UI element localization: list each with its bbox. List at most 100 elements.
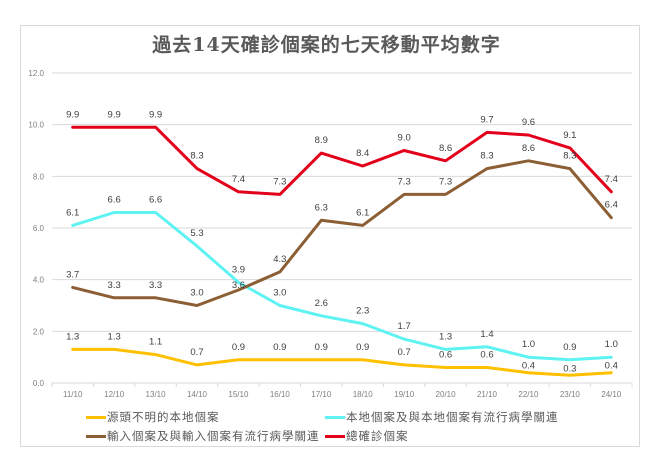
y-tick-label: 6.0	[33, 224, 45, 233]
data-label: 0.3	[563, 363, 576, 374]
data-label: 9.6	[522, 117, 535, 128]
legend-label: 輸入個案及與輸入個案有流行病學關連	[107, 429, 320, 443]
legend-swatch	[86, 415, 106, 419]
x-tick-label: 14/10	[187, 390, 208, 399]
data-label: 9.9	[66, 109, 79, 120]
data-label: 7.3	[398, 176, 411, 187]
legend-label: 本地個案及與本地個案有流行病學關連	[346, 410, 559, 424]
data-label: 1.3	[439, 331, 452, 342]
data-label: 3.6	[232, 280, 245, 291]
data-label: 9.9	[108, 109, 121, 120]
y-tick-label: 4.0	[33, 276, 45, 285]
data-label: 0.4	[522, 361, 535, 372]
x-tick-label: 13/10	[146, 390, 167, 399]
chart-frame	[20, 25, 640, 447]
legend-item-total-confirmed[interactable]: 總確診個案	[325, 428, 409, 444]
data-label: 2.3	[356, 306, 369, 317]
series-line-0	[71, 347, 613, 377]
data-label: 9.1	[563, 130, 576, 141]
data-label: 9.0	[398, 133, 411, 144]
data-label: 0.7	[398, 347, 411, 358]
legend-swatch	[325, 434, 345, 438]
data-label: 6.1	[66, 207, 79, 218]
data-label: 1.7	[398, 321, 411, 332]
data-label: 3.0	[273, 288, 286, 299]
series-lines	[71, 125, 613, 377]
data-label: 1.4	[480, 329, 493, 340]
data-label: 1.3	[108, 331, 121, 342]
series-line-2	[71, 159, 613, 307]
series-line-3	[71, 125, 613, 196]
legend-swatch	[86, 434, 106, 438]
y-axis-ticks: 0.0 2.0 4.0 6.0 8.0 10.0 12.0	[28, 69, 44, 388]
data-label: 9.7	[480, 114, 493, 125]
data-label: 3.3	[149, 280, 162, 291]
x-tick-label: 11/10	[63, 390, 83, 399]
x-tick-label: 21/10	[477, 390, 498, 399]
x-tick-label: 16/10	[270, 390, 291, 399]
data-label: 5.3	[190, 228, 203, 239]
data-label: 0.9	[563, 342, 576, 353]
y-tick-label: 2.0	[33, 327, 45, 336]
x-tick-label: 22/10	[518, 390, 539, 399]
legend-label: 源頭不明的本地個案	[107, 410, 220, 424]
data-label: 3.3	[108, 280, 121, 291]
data-label: 7.4	[232, 174, 245, 185]
data-label: 7.3	[273, 176, 286, 187]
data-label: 4.3	[273, 254, 286, 265]
data-label: 0.6	[480, 350, 493, 361]
x-tick-label: 24/10	[601, 390, 622, 399]
data-label: 6.6	[149, 195, 162, 206]
data-label: 0.9	[315, 342, 328, 353]
legend-swatch	[325, 415, 345, 419]
y-tick-label: 0.0	[33, 379, 45, 388]
data-labels: 1.3 1.3 1.1 0.7 0.9 0.9 0.9 0.9 0.7 0.6 0.6 0.4 0.3 0…	[66, 109, 618, 374]
legend-item-unknown-source-local[interactable]: 源頭不明的本地個案	[86, 409, 220, 425]
x-tick-label: 19/10	[394, 390, 415, 399]
x-tick-label: 20/10	[436, 390, 457, 399]
data-label: 3.0	[190, 288, 203, 299]
x-tick-label: 23/10	[560, 390, 581, 399]
data-label: 6.4	[605, 200, 618, 211]
data-label: 3.7	[66, 269, 79, 280]
data-label: 8.3	[480, 151, 493, 162]
data-label: 1.3	[66, 331, 79, 342]
data-label: 6.1	[356, 207, 369, 218]
data-label: 8.6	[522, 143, 535, 154]
data-label: 3.9	[232, 264, 245, 275]
data-label: 8.3	[190, 151, 203, 162]
data-label: 0.6	[439, 350, 452, 361]
data-label: 1.1	[149, 337, 162, 348]
data-label: 9.9	[149, 109, 162, 120]
series-line-1	[71, 211, 613, 362]
data-label: 1.0	[522, 339, 535, 350]
data-label: 6.6	[108, 195, 121, 206]
data-label: 0.4	[605, 361, 618, 372]
y-tick-label: 12.0	[28, 69, 44, 78]
data-label: 2.6	[315, 298, 328, 309]
data-label: 6.3	[315, 202, 328, 213]
x-tick-label: 17/10	[311, 390, 332, 399]
x-tick-label: 15/10	[228, 390, 249, 399]
legend-item-local-related[interactable]: 本地個案及與本地個案有流行病學關連	[325, 409, 559, 425]
x-tick-label: 18/10	[353, 390, 374, 399]
chart-title: 過去14天確診個案的七天移動平均數字	[152, 34, 501, 56]
data-label: 7.4	[605, 174, 618, 185]
gridlines	[52, 72, 632, 384]
legend-item-imported-related[interactable]: 輸入個案及與輸入個案有流行病學關連	[86, 428, 320, 444]
data-label: 0.9	[273, 342, 286, 353]
data-label: 0.9	[356, 342, 369, 353]
data-label: 8.6	[439, 143, 452, 154]
data-label: 0.9	[232, 342, 245, 353]
y-tick-label: 10.0	[28, 121, 44, 130]
data-label: 8.4	[356, 148, 369, 159]
data-label: 1.0	[605, 339, 618, 350]
x-tick-label: 12/10	[104, 390, 125, 399]
data-label: 7.3	[439, 176, 452, 187]
y-tick-label: 8.0	[33, 172, 45, 181]
data-label: 0.7	[190, 347, 203, 358]
legend-label: 總確診個案	[346, 429, 409, 443]
data-label: 8.9	[315, 135, 328, 146]
data-label: 8.3	[563, 151, 576, 162]
